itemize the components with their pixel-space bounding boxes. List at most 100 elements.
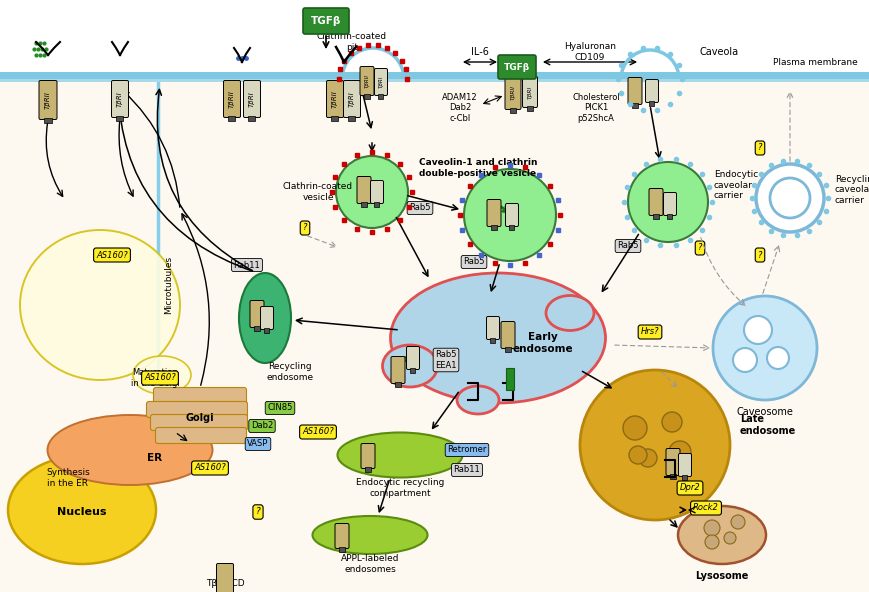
Text: Maturation
in the Golgi: Maturation in the Golgi [130, 368, 179, 388]
Bar [264, 328, 269, 333]
Text: TβRII: TβRII [229, 90, 235, 108]
FancyBboxPatch shape [360, 66, 374, 95]
FancyBboxPatch shape [374, 69, 387, 95]
FancyBboxPatch shape [361, 443, 375, 468]
Circle shape [733, 348, 756, 372]
Bar [116, 116, 123, 121]
Circle shape [661, 412, 681, 432]
Circle shape [668, 441, 690, 463]
FancyBboxPatch shape [111, 81, 129, 117]
Text: ?: ? [255, 507, 260, 516]
FancyBboxPatch shape [156, 427, 246, 443]
Bar [509, 108, 515, 113]
Circle shape [704, 535, 718, 549]
Text: APPL-labeled
endosomes: APPL-labeled endosomes [341, 554, 399, 574]
Ellipse shape [677, 506, 765, 564]
Bar [491, 225, 496, 230]
Ellipse shape [382, 345, 437, 387]
Text: TβRII: TβRII [45, 91, 51, 109]
Text: Dpr2: Dpr2 [679, 484, 700, 493]
Bar [509, 225, 514, 230]
Circle shape [723, 532, 735, 544]
FancyBboxPatch shape [150, 414, 247, 430]
Circle shape [766, 347, 788, 369]
FancyBboxPatch shape [39, 81, 57, 120]
Bar [669, 474, 675, 479]
Bar [0, 82, 869, 592]
Text: Cholesterol
PICK1
p52ShcA: Cholesterol PICK1 p52ShcA [572, 93, 619, 123]
FancyBboxPatch shape [302, 8, 348, 34]
Ellipse shape [312, 516, 427, 554]
Text: Late
endosome: Late endosome [740, 414, 795, 436]
Bar [410, 368, 415, 373]
Text: AS160?: AS160? [96, 250, 128, 259]
Ellipse shape [337, 433, 462, 478]
Text: Rab5: Rab5 [616, 242, 638, 250]
Bar [649, 101, 653, 106]
Text: TβRI ICD: TβRI ICD [205, 578, 244, 587]
Text: AS160?: AS160? [302, 427, 334, 436]
Ellipse shape [239, 273, 290, 363]
Text: ADAM12
Dab2
c-Cbl: ADAM12 Dab2 c-Cbl [441, 93, 477, 123]
Ellipse shape [456, 386, 499, 414]
Text: Endocytic
caveolar
carrier: Endocytic caveolar carrier [713, 170, 758, 200]
Circle shape [628, 446, 647, 464]
Text: Caveosome: Caveosome [736, 407, 793, 417]
FancyBboxPatch shape [153, 388, 246, 404]
Bar [0, 72, 869, 79]
FancyBboxPatch shape [505, 204, 518, 227]
Text: Recycling
caveolar
carrier: Recycling caveolar carrier [834, 175, 869, 205]
Bar [490, 338, 495, 343]
Ellipse shape [8, 456, 156, 564]
Circle shape [463, 169, 555, 261]
FancyBboxPatch shape [146, 401, 247, 417]
Text: ?: ? [757, 250, 761, 259]
Text: Dab2: Dab2 [250, 422, 273, 430]
FancyBboxPatch shape [663, 192, 676, 215]
Ellipse shape [390, 273, 605, 403]
Bar [361, 202, 367, 207]
Bar [0, 79, 869, 82]
Circle shape [638, 449, 656, 467]
Bar [229, 116, 235, 121]
Circle shape [335, 156, 408, 228]
Text: TGFβ: TGFβ [310, 16, 341, 26]
FancyBboxPatch shape [243, 81, 260, 117]
FancyBboxPatch shape [249, 301, 263, 327]
Text: CIN85: CIN85 [267, 404, 292, 413]
Circle shape [769, 178, 809, 218]
FancyBboxPatch shape [627, 78, 641, 105]
FancyBboxPatch shape [645, 79, 658, 102]
Text: Rab5
EEA1: Rab5 EEA1 [434, 350, 456, 369]
Circle shape [580, 370, 729, 520]
Text: Golgi: Golgi [185, 413, 214, 423]
Bar [249, 116, 255, 121]
Bar [339, 547, 344, 552]
Bar [395, 382, 401, 387]
Text: Clathrin-coated
vesicle: Clathrin-coated vesicle [282, 182, 353, 202]
FancyBboxPatch shape [343, 81, 360, 117]
Text: TβRI: TβRI [116, 91, 123, 107]
Text: Endocytic recycling
compartment: Endocytic recycling compartment [355, 478, 444, 498]
Text: AS160?: AS160? [144, 374, 176, 382]
Text: Microtubules: Microtubules [164, 256, 173, 314]
Bar [331, 116, 338, 121]
Text: Recycling
endosome: Recycling endosome [266, 362, 313, 382]
Text: TβRI: TβRI [378, 76, 383, 88]
FancyBboxPatch shape [260, 307, 273, 330]
Bar [632, 103, 637, 108]
Text: Rab11: Rab11 [234, 260, 260, 269]
Circle shape [755, 164, 823, 232]
FancyBboxPatch shape [223, 81, 240, 117]
Text: TβRI: TβRI [527, 85, 532, 99]
FancyBboxPatch shape [216, 564, 233, 592]
FancyBboxPatch shape [678, 453, 691, 477]
Text: Rock2: Rock2 [693, 504, 718, 513]
FancyBboxPatch shape [501, 321, 514, 349]
Text: ER: ER [147, 453, 163, 463]
Text: Lysosome: Lysosome [694, 571, 748, 581]
Circle shape [743, 316, 771, 344]
FancyBboxPatch shape [504, 76, 521, 110]
Text: TβRII: TβRII [332, 90, 338, 108]
FancyBboxPatch shape [648, 188, 662, 215]
